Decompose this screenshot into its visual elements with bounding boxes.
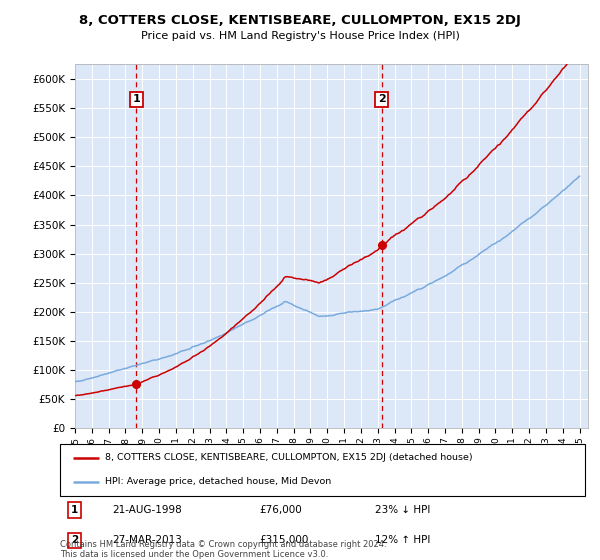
Text: 2: 2 (71, 535, 79, 545)
Text: Price paid vs. HM Land Registry's House Price Index (HPI): Price paid vs. HM Land Registry's House … (140, 31, 460, 41)
Text: £315,000: £315,000 (260, 535, 309, 545)
FancyBboxPatch shape (60, 444, 585, 496)
Text: 1: 1 (71, 505, 79, 515)
Text: £76,000: £76,000 (260, 505, 302, 515)
Text: 21-AUG-1998: 21-AUG-1998 (113, 505, 182, 515)
Text: Contains HM Land Registry data © Crown copyright and database right 2024.
This d: Contains HM Land Registry data © Crown c… (60, 540, 386, 559)
Text: HPI: Average price, detached house, Mid Devon: HPI: Average price, detached house, Mid … (104, 477, 331, 486)
Text: 27-MAR-2013: 27-MAR-2013 (113, 535, 182, 545)
Text: 2: 2 (378, 94, 385, 104)
Text: 12% ↑ HPI: 12% ↑ HPI (375, 535, 430, 545)
Text: 23% ↓ HPI: 23% ↓ HPI (375, 505, 430, 515)
Text: 8, COTTERS CLOSE, KENTISBEARE, CULLOMPTON, EX15 2DJ (detached house): 8, COTTERS CLOSE, KENTISBEARE, CULLOMPTO… (104, 454, 472, 463)
Text: 1: 1 (133, 94, 140, 104)
Text: 8, COTTERS CLOSE, KENTISBEARE, CULLOMPTON, EX15 2DJ: 8, COTTERS CLOSE, KENTISBEARE, CULLOMPTO… (79, 14, 521, 27)
